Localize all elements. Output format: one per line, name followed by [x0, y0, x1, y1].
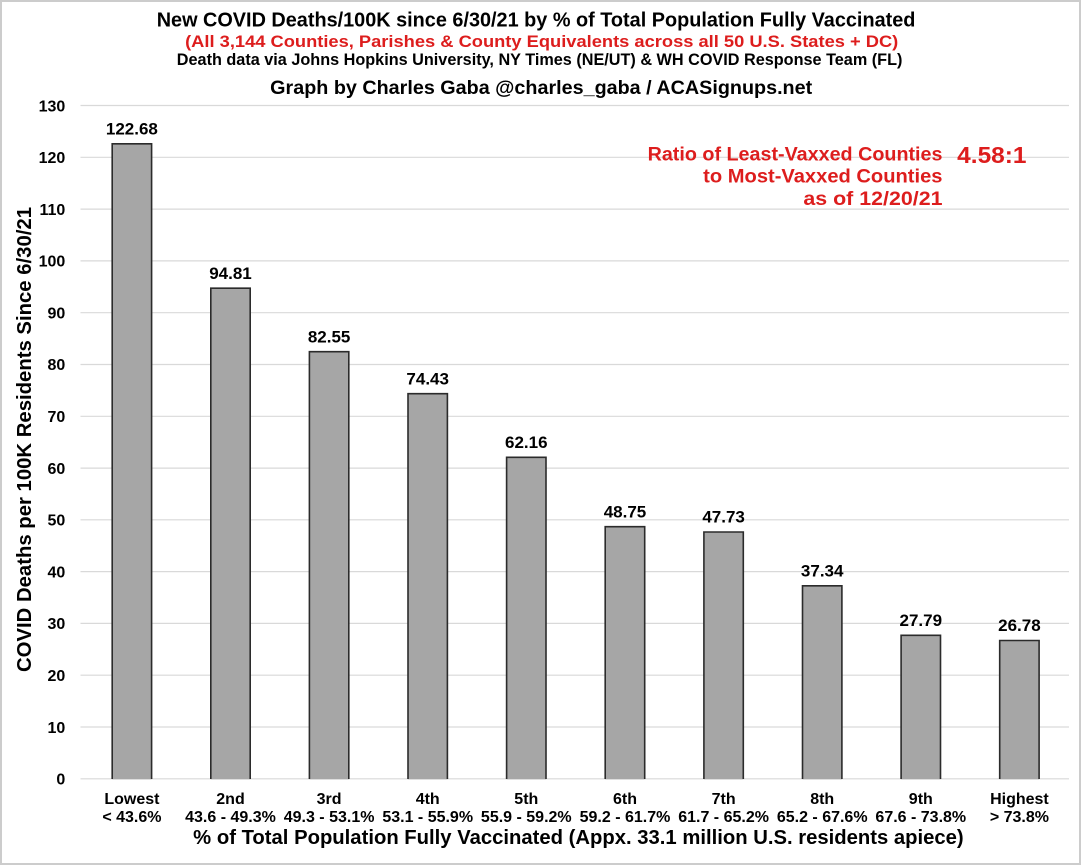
svg-text:55.9 - 59.2%: 55.9 - 59.2% [481, 809, 572, 826]
svg-text:2nd: 2nd [216, 791, 244, 808]
svg-text:7th: 7th [712, 791, 736, 808]
svg-text:< 43.6%: < 43.6% [102, 809, 161, 826]
svg-text:4th: 4th [416, 791, 440, 808]
svg-text:Death data via Johns Hopkins U: Death data via Johns Hopkins University,… [177, 51, 903, 69]
svg-text:67.6 - 73.8%: 67.6 - 73.8% [875, 809, 966, 826]
svg-text:60: 60 [48, 461, 66, 478]
svg-text:5th: 5th [514, 791, 538, 808]
svg-text:43.6 - 49.3%: 43.6 - 49.3% [185, 809, 276, 826]
svg-text:53.1 - 55.9%: 53.1 - 55.9% [382, 809, 473, 826]
svg-text:62.16: 62.16 [505, 433, 548, 452]
svg-text:65.2 - 67.6%: 65.2 - 67.6% [777, 809, 868, 826]
svg-text:10: 10 [48, 720, 66, 737]
svg-text:> 73.8%: > 73.8% [990, 809, 1049, 826]
svg-text:8th: 8th [810, 791, 834, 808]
svg-text:90: 90 [48, 305, 66, 322]
svg-text:48.75: 48.75 [604, 502, 647, 521]
svg-text:74.43: 74.43 [406, 369, 449, 388]
svg-text:3rd: 3rd [317, 791, 342, 808]
svg-text:82.55: 82.55 [308, 327, 351, 346]
svg-text:4.58:1: 4.58:1 [957, 142, 1027, 168]
svg-text:94.81: 94.81 [209, 264, 252, 283]
svg-text:as of 12/20/21: as of 12/20/21 [803, 189, 943, 210]
svg-text:9th: 9th [909, 791, 933, 808]
svg-text:120: 120 [39, 150, 66, 167]
svg-text:Lowest: Lowest [104, 791, 160, 808]
svg-text:61.7 - 65.2%: 61.7 - 65.2% [678, 809, 769, 826]
svg-text:26.78: 26.78 [998, 616, 1041, 635]
svg-text:59.2 - 61.7%: 59.2 - 61.7% [580, 809, 671, 826]
svg-text:6th: 6th [613, 791, 637, 808]
svg-text:Ratio of Least-Vaxxed Counties: Ratio of Least-Vaxxed Counties [648, 144, 943, 165]
svg-text:to Most-Vaxxed Counties: to Most-Vaxxed Counties [703, 167, 942, 188]
svg-text:50: 50 [48, 513, 66, 530]
svg-text:COVID Deaths per 100K Resident: COVID Deaths per 100K Residents Since 6/… [14, 207, 36, 672]
svg-text:Graph by Charles Gaba @charles: Graph by Charles Gaba @charles_gaba / AC… [270, 77, 813, 99]
svg-text:37.34: 37.34 [801, 561, 844, 580]
svg-text:40: 40 [48, 564, 66, 581]
svg-text:27.79: 27.79 [900, 611, 943, 630]
svg-text:49.3 - 53.1%: 49.3 - 53.1% [284, 809, 375, 826]
svg-text:20: 20 [48, 668, 66, 685]
svg-text:Highest: Highest [990, 791, 1049, 808]
svg-text:0: 0 [56, 772, 65, 789]
svg-text:70: 70 [48, 409, 66, 426]
svg-text:100: 100 [39, 254, 66, 271]
svg-text:130: 130 [39, 98, 66, 115]
svg-text:122.68: 122.68 [106, 119, 158, 138]
svg-text:% of Total Population Fully Va: % of Total Population Fully Vaccinated (… [193, 827, 964, 849]
svg-text:30: 30 [48, 616, 66, 633]
svg-text:(All 3,144 Counties, Parishes: (All 3,144 Counties, Parishes & County E… [185, 32, 898, 51]
svg-text:110: 110 [39, 202, 65, 219]
svg-text:New COVID Deaths/100K since 6/: New COVID Deaths/100K since 6/30/21 by %… [157, 10, 916, 32]
svg-text:80: 80 [48, 357, 66, 374]
svg-text:47.73: 47.73 [702, 508, 745, 527]
